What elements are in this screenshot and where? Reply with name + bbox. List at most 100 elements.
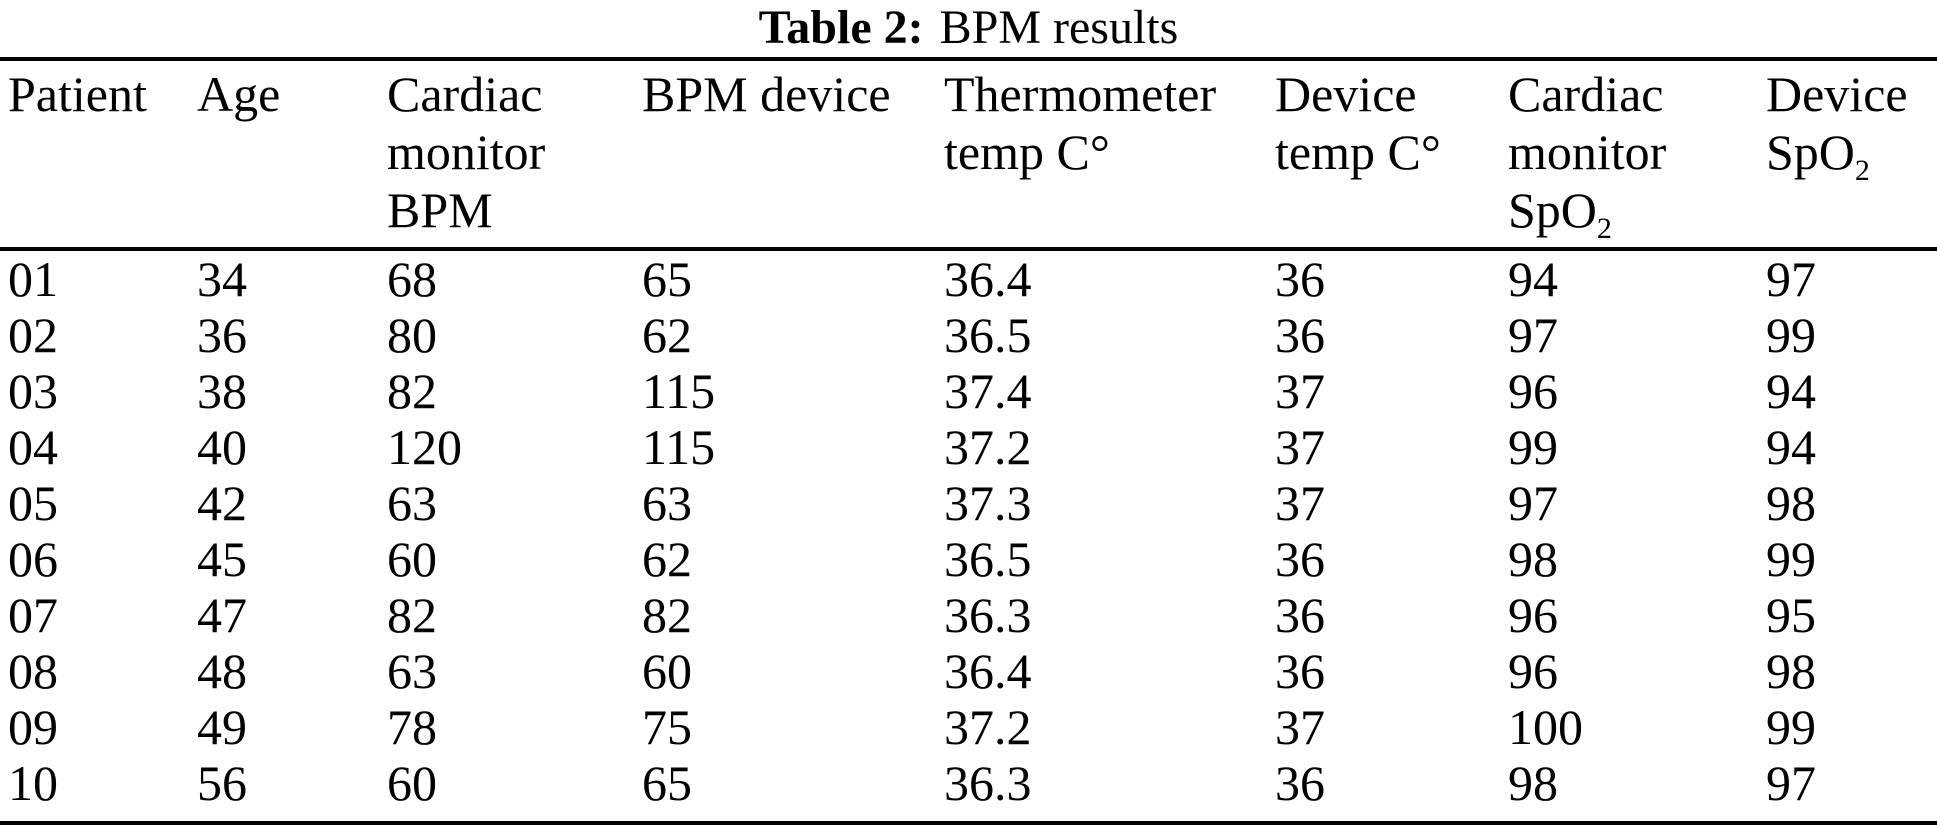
table-row-patient-06: 06 45 60 62 36.5 36 98 99 [0, 531, 1937, 587]
cell-cardiac-monitor-spo2: 100 [1508, 699, 1583, 755]
cell-cardiac-monitor-bpm: 78 [387, 699, 437, 755]
header-cell-device-spo2: Device SpO2 [1766, 59, 1937, 249]
cell-device-temp-c: 37 [1275, 699, 1325, 755]
cell-device-temp-c: 36 [1275, 531, 1325, 587]
header-line: monitor [387, 124, 546, 180]
cell-cardiac-monitor-bpm: 60 [387, 755, 437, 811]
cell-patient: 10 [8, 755, 58, 811]
header-cell-bpm-device: BPM device [642, 59, 944, 249]
cell-cardiac-monitor-bpm: 63 [387, 643, 437, 699]
header-line: BPM device [642, 66, 891, 122]
cell-patient: 01 [8, 251, 58, 307]
cell-device-temp-c: 36 [1275, 755, 1325, 811]
bpm-results-table: Patient Age Cardiac monitor BPM BPM device The… [0, 57, 1937, 825]
cell-age: 40 [197, 419, 247, 475]
table-row-patient-09: 09 49 78 75 37.2 37 100 99 [0, 699, 1937, 755]
table-row-patient-05: 05 42 63 63 37.3 37 97 98 [0, 475, 1937, 531]
header-line: temp C° [944, 124, 1110, 180]
cell-bpm-device: 115 [642, 363, 716, 419]
cell-device-spo2: 99 [1766, 699, 1816, 755]
header-line: Cardiac [387, 66, 543, 122]
cell-thermometer-temp-c: 36.5 [944, 531, 1032, 587]
cell-patient: 09 [8, 699, 58, 755]
subscript: 2 [1854, 154, 1870, 187]
cell-age: 42 [197, 475, 247, 531]
cell-device-spo2: 94 [1766, 419, 1816, 475]
cell-age: 49 [197, 699, 247, 755]
cell-patient: 07 [8, 587, 58, 643]
cell-cardiac-monitor-spo2: 97 [1508, 475, 1558, 531]
header-line: BPM [387, 182, 493, 238]
cell-thermometer-temp-c: 36.3 [944, 587, 1032, 643]
cell-device-spo2: 97 [1766, 251, 1816, 307]
header-line: Patient [8, 66, 147, 122]
header-line: SpO2 [1508, 182, 1612, 245]
cell-age: 47 [197, 587, 247, 643]
cell-patient: 06 [8, 531, 58, 587]
table-caption-title: BPM results [939, 1, 1179, 54]
cell-patient: 02 [8, 307, 58, 363]
header-line: SpO2 [1766, 124, 1870, 187]
cell-patient: 04 [8, 419, 58, 475]
cell-bpm-device: 60 [642, 643, 692, 699]
cell-device-temp-c: 36 [1275, 643, 1325, 699]
cell-patient: 08 [8, 643, 58, 699]
cell-bpm-device: 62 [642, 307, 692, 363]
cell-cardiac-monitor-bpm: 120 [387, 419, 462, 475]
cell-device-temp-c: 37 [1275, 475, 1325, 531]
table-row-patient-03: 03 38 82 115 37.4 37 96 94 [0, 363, 1937, 419]
cell-cardiac-monitor-spo2: 98 [1508, 755, 1558, 811]
header-line: Age [197, 66, 281, 122]
cell-age: 56 [197, 755, 247, 811]
cell-device-temp-c: 36 [1275, 587, 1325, 643]
table-row-patient-10: 10 56 60 65 36.3 36 98 97 [0, 755, 1937, 824]
cell-cardiac-monitor-bpm: 80 [387, 307, 437, 363]
cell-cardiac-monitor-bpm: 82 [387, 363, 437, 419]
cell-thermometer-temp-c: 37.2 [944, 419, 1032, 475]
header-line: temp C° [1275, 124, 1441, 180]
cell-device-temp-c: 37 [1275, 419, 1325, 475]
cell-bpm-device: 63 [642, 475, 692, 531]
cell-age: 34 [197, 251, 247, 307]
cell-age: 36 [197, 307, 247, 363]
header-cell-cardiac-monitor-bpm: Cardiac monitor BPM [387, 59, 642, 249]
table-row-patient-04: 04 40 120 115 37.2 37 99 94 [0, 419, 1937, 475]
header-cell-patient: Patient [0, 59, 197, 249]
cell-cardiac-monitor-spo2: 98 [1508, 531, 1558, 587]
cell-thermometer-temp-c: 36.4 [944, 643, 1032, 699]
cell-age: 45 [197, 531, 247, 587]
cell-bpm-device: 65 [642, 755, 692, 811]
cell-bpm-device: 62 [642, 531, 692, 587]
cell-thermometer-temp-c: 37.2 [944, 699, 1032, 755]
cell-device-temp-c: 36 [1275, 307, 1325, 363]
cell-cardiac-monitor-bpm: 82 [387, 587, 437, 643]
table-body: 01 34 68 65 36.4 36 94 97 02 36 80 62 36.5 36 97 99 03 38… [0, 249, 1937, 824]
header-row: Patient Age Cardiac monitor BPM BPM device The… [0, 59, 1937, 249]
subscript: 2 [1596, 212, 1612, 245]
cell-thermometer-temp-c: 37.3 [944, 475, 1032, 531]
cell-thermometer-temp-c: 36.3 [944, 755, 1032, 811]
cell-patient: 05 [8, 475, 58, 531]
table-row-patient-02: 02 36 80 62 36.5 36 97 99 [0, 307, 1937, 363]
cell-device-spo2: 99 [1766, 307, 1816, 363]
header-cell-thermometer-temp-c: Thermometer temp C° [944, 59, 1275, 249]
cell-cardiac-monitor-spo2: 97 [1508, 307, 1558, 363]
cell-bpm-device: 82 [642, 587, 692, 643]
cell-device-temp-c: 37 [1275, 363, 1325, 419]
cell-thermometer-temp-c: 36.5 [944, 307, 1032, 363]
cell-cardiac-monitor-spo2: 96 [1508, 587, 1558, 643]
cell-device-spo2: 99 [1766, 531, 1816, 587]
cell-bpm-device: 75 [642, 699, 692, 755]
header-cell-cardiac-monitor-spo2: Cardiac monitor SpO2 [1508, 59, 1766, 249]
cell-patient: 03 [8, 363, 58, 419]
cell-cardiac-monitor-spo2: 99 [1508, 419, 1558, 475]
cell-cardiac-monitor-spo2: 94 [1508, 251, 1558, 307]
cell-cardiac-monitor-spo2: 96 [1508, 363, 1558, 419]
cell-device-spo2: 95 [1766, 587, 1816, 643]
table-row-patient-08: 08 48 63 60 36.4 36 96 98 [0, 643, 1937, 699]
cell-cardiac-monitor-bpm: 63 [387, 475, 437, 531]
cell-age: 38 [197, 363, 247, 419]
cell-cardiac-monitor-bpm: 60 [387, 531, 437, 587]
cell-bpm-device: 65 [642, 251, 692, 307]
